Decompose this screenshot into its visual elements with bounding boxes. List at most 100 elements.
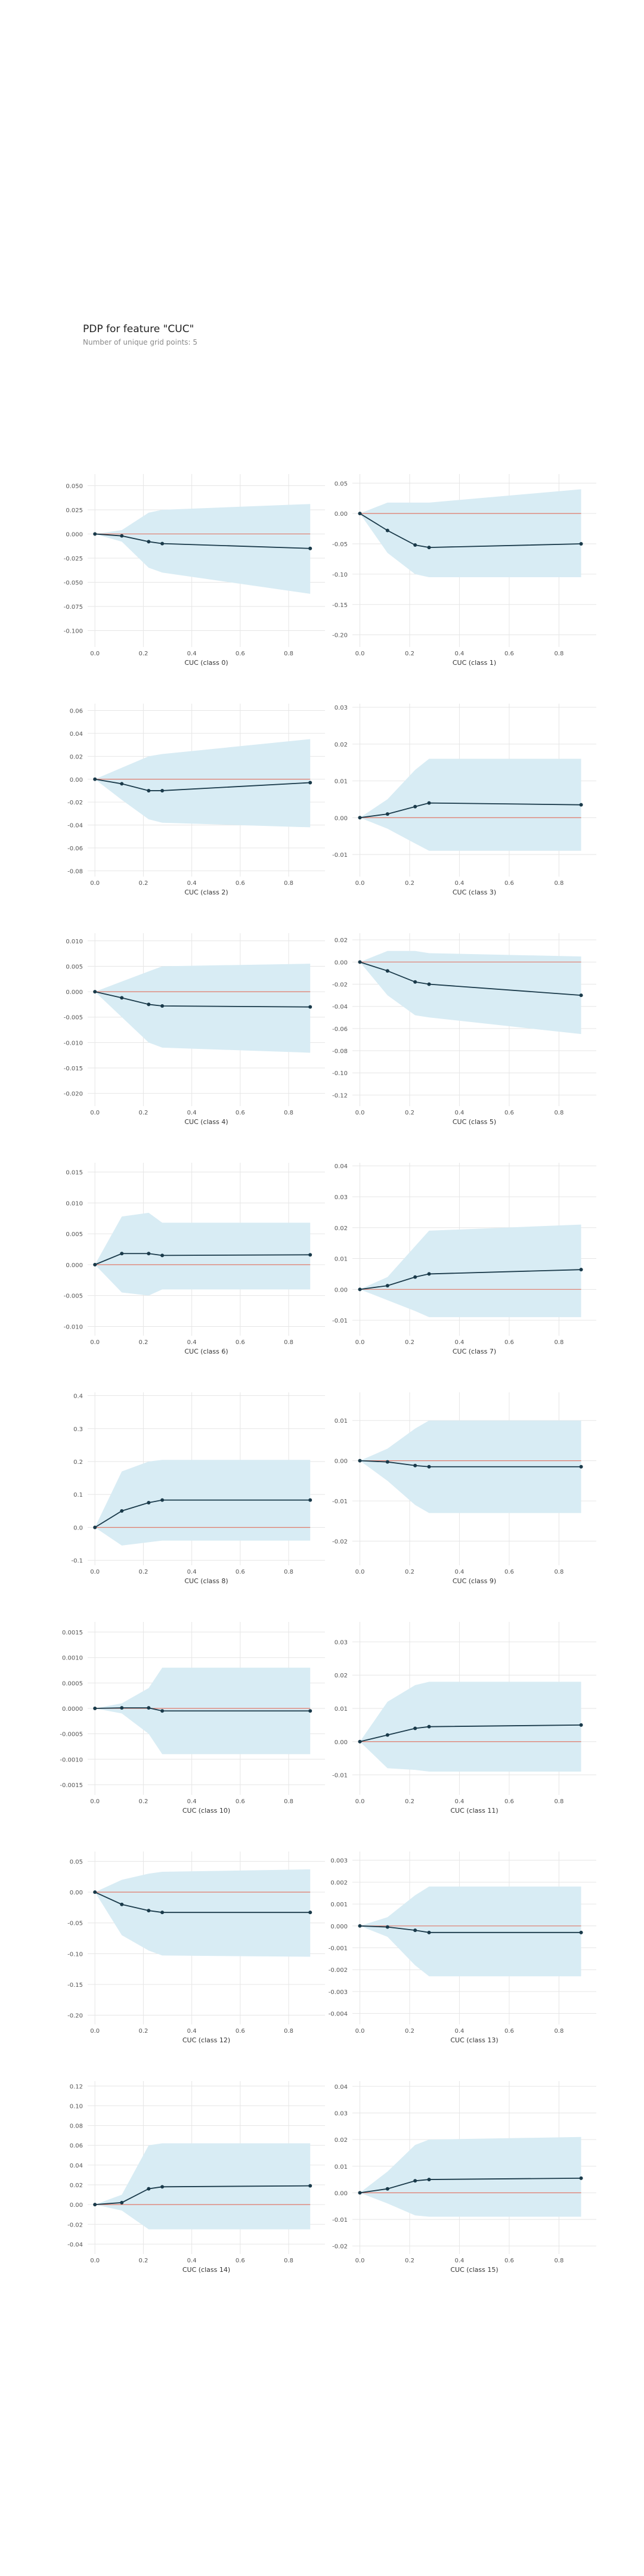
x-tick-label: 0.4 bbox=[455, 1339, 465, 1346]
y-tick-label: 0.3 bbox=[73, 1426, 83, 1433]
confidence-band bbox=[95, 1212, 311, 1296]
x-tick-label: 0.8 bbox=[554, 1110, 564, 1116]
y-tick-label: 0.015 bbox=[66, 1170, 83, 1176]
x-tick-label: 0.6 bbox=[504, 2258, 514, 2264]
confidence-band bbox=[360, 758, 581, 851]
x-axis-label: CUC (class 3) bbox=[453, 888, 496, 896]
x-tick-label: 0.8 bbox=[284, 880, 293, 887]
y-tick-label: -0.01 bbox=[332, 1498, 348, 1505]
x-tick-label: 0.8 bbox=[284, 1110, 293, 1116]
pdp-panel-1: 0.05 0.00 -0.05 -0.10 -0.15 -0.20 0.0 0.2 0.4 0.6… bbox=[332, 474, 596, 667]
x-axis-label: CUC (class 6) bbox=[184, 1348, 228, 1355]
y-tick-label: -0.02 bbox=[332, 1539, 348, 1546]
pdp-panel-6: 0.015 0.010 0.005 0.000 -0.005 -0.010 0.0 0.2 0.… bbox=[64, 1163, 325, 1355]
y-tick-label: 0.000 bbox=[66, 531, 83, 538]
x-tick-label: 0.6 bbox=[236, 2258, 245, 2264]
pdp-point bbox=[385, 1460, 389, 1464]
x-tick-label: 0.2 bbox=[138, 651, 148, 657]
pdp-point bbox=[385, 812, 389, 816]
y-tick-label: 0.02 bbox=[70, 2182, 83, 2189]
x-tick-label: 0.2 bbox=[405, 1110, 414, 1116]
pdp-point bbox=[427, 1724, 431, 1729]
pdp-point bbox=[358, 1739, 362, 1744]
y-tick-label: -0.01 bbox=[332, 1773, 348, 1779]
x-tick-label: 0.4 bbox=[187, 1110, 197, 1116]
pdp-point bbox=[160, 1498, 165, 1502]
x-axis-label: CUC (class 0) bbox=[184, 659, 228, 667]
x-tick-label: 0.6 bbox=[236, 651, 245, 657]
x-tick-label: 0.2 bbox=[405, 651, 414, 657]
x-tick-label: 0.2 bbox=[405, 1798, 414, 1805]
pdp-point bbox=[413, 1275, 417, 1279]
pdp-point bbox=[120, 1509, 124, 1513]
y-tick-label: -0.15 bbox=[332, 602, 348, 609]
x-axis-label: CUC (class 4) bbox=[184, 1118, 228, 1126]
pdp-point bbox=[385, 969, 389, 973]
y-tick-label: 0.00 bbox=[335, 2190, 348, 2197]
y-tick-label: 0.0010 bbox=[62, 1655, 83, 1662]
x-tick-label: 0.8 bbox=[554, 2258, 564, 2264]
y-tick-label: 0.08 bbox=[70, 2123, 83, 2130]
pdp-point bbox=[579, 1723, 583, 1727]
pdp-point bbox=[385, 1733, 389, 1737]
x-tick-label: 0.2 bbox=[405, 1339, 414, 1346]
x-tick-label: 0.4 bbox=[187, 1798, 197, 1805]
x-tick-label: 0.6 bbox=[236, 880, 245, 887]
y-tick-label: 0.05 bbox=[70, 1859, 83, 1866]
y-tick-label: -0.050 bbox=[64, 580, 83, 586]
pdp-point bbox=[385, 2187, 389, 2191]
pdp-point bbox=[358, 1287, 362, 1292]
pdp-point bbox=[579, 1465, 583, 1469]
x-tick-label: 0.2 bbox=[138, 1339, 148, 1346]
pdp-point bbox=[308, 1709, 312, 1713]
y-tick-label: 0.06 bbox=[70, 2143, 83, 2150]
pdp-point bbox=[308, 546, 312, 550]
y-tick-label: 0.001 bbox=[330, 1902, 348, 1908]
pdp-point bbox=[358, 960, 362, 964]
y-tick-label: 0.02 bbox=[335, 742, 348, 748]
pdp-point bbox=[147, 1909, 151, 1913]
y-tick-label: -0.01 bbox=[332, 1318, 348, 1324]
pdp-point bbox=[93, 532, 97, 536]
x-tick-label: 0.2 bbox=[405, 1569, 414, 1575]
y-tick-label: -0.0010 bbox=[60, 1757, 83, 1763]
pdp-point bbox=[120, 1706, 124, 1710]
y-tick-label: 0.0005 bbox=[62, 1680, 83, 1687]
y-tick-label: 0.0 bbox=[73, 1525, 83, 1531]
x-tick-label: 0.4 bbox=[455, 1110, 465, 1116]
y-tick-label: 0.00 bbox=[70, 2202, 83, 2209]
y-tick-label: -0.02 bbox=[332, 2244, 348, 2250]
y-tick-label: 0.0015 bbox=[62, 1630, 83, 1636]
y-tick-label: -0.05 bbox=[332, 541, 348, 548]
x-axis-label: CUC (class 10) bbox=[182, 1807, 230, 1815]
pdp-point bbox=[308, 1005, 312, 1009]
pdp-panel-4: 0.010 0.005 0.000 -0.005 -0.010 -0.015 -0.020 0… bbox=[64, 933, 325, 1126]
pdp-point bbox=[160, 1911, 165, 1915]
confidence-band bbox=[360, 2137, 581, 2217]
confidence-band bbox=[95, 1869, 311, 1957]
pdp-point bbox=[427, 1272, 431, 1276]
x-axis-label: CUC (class 9) bbox=[453, 1577, 496, 1585]
y-tick-label: -0.0015 bbox=[60, 1782, 83, 1789]
x-axis-label: CUC (class 12) bbox=[182, 2036, 230, 2044]
y-tick-label: -0.02 bbox=[67, 2222, 83, 2228]
y-tick-label: -0.02 bbox=[332, 982, 348, 989]
confidence-band bbox=[360, 489, 581, 577]
x-tick-label: 0.2 bbox=[405, 2258, 414, 2264]
pdp-point bbox=[93, 990, 97, 994]
y-tick-label: 0.04 bbox=[70, 2163, 83, 2169]
pdp-panel-8: 0.4 0.3 0.2 0.1 0.0 -0.1 0.0 0.2 0.4 0.6 0.8 CUC (c… bbox=[71, 1392, 325, 1585]
pdp-point bbox=[413, 1928, 417, 1933]
x-tick-label: 0.0 bbox=[90, 2028, 100, 2035]
y-tick-label: -0.08 bbox=[67, 868, 83, 875]
pdp-point bbox=[160, 788, 165, 792]
x-tick-label: 0.0 bbox=[90, 2258, 100, 2264]
x-tick-label: 0.8 bbox=[554, 880, 564, 887]
x-tick-label: 0.0 bbox=[355, 2028, 365, 2035]
pdp-point bbox=[160, 541, 165, 546]
y-tick-label: 0.000 bbox=[66, 1262, 83, 1269]
pdp-panel-0: 0.050 0.025 0.000 -0.025 -0.050 -0.075 -0.100 0… bbox=[64, 474, 325, 667]
x-tick-label: 0.4 bbox=[187, 2258, 197, 2264]
x-tick-label: 0.4 bbox=[187, 2028, 197, 2035]
x-tick-label: 0.8 bbox=[284, 2028, 293, 2035]
